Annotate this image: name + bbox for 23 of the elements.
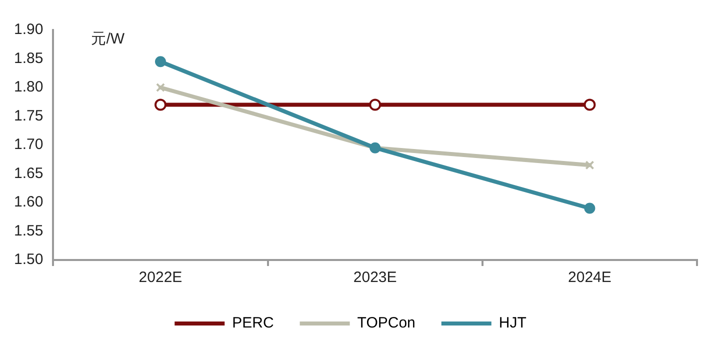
y-tick-label: 1.75 [14,107,44,124]
y-tick-label: 1.80 [14,78,44,96]
point [584,202,596,214]
point [584,98,596,111]
y-tick-label: 1.85 [14,50,44,67]
point [369,98,382,111]
x-tick-label: 2022E [138,269,182,286]
point [585,160,594,170]
y-tick-label: 1.60 [14,194,44,211]
y-tick-label: 1.65 [14,164,44,182]
legend-label: HJT [498,314,526,332]
y-tick-label: 1.90 [14,21,44,38]
y-tick-label: 1.55 [14,222,44,240]
legend-label: TOPCon [357,314,416,332]
y-axis-title: 元/W [91,30,126,48]
x-tick-label: 2023E [353,269,397,286]
y-tick-label: 1.70 [14,136,44,154]
x-tick-label: 2024E [568,269,612,286]
point [154,56,166,68]
y-tick-label: 1.50 [14,251,44,268]
point [156,82,166,92]
point [154,98,166,111]
legend-label: PERC [232,314,274,332]
